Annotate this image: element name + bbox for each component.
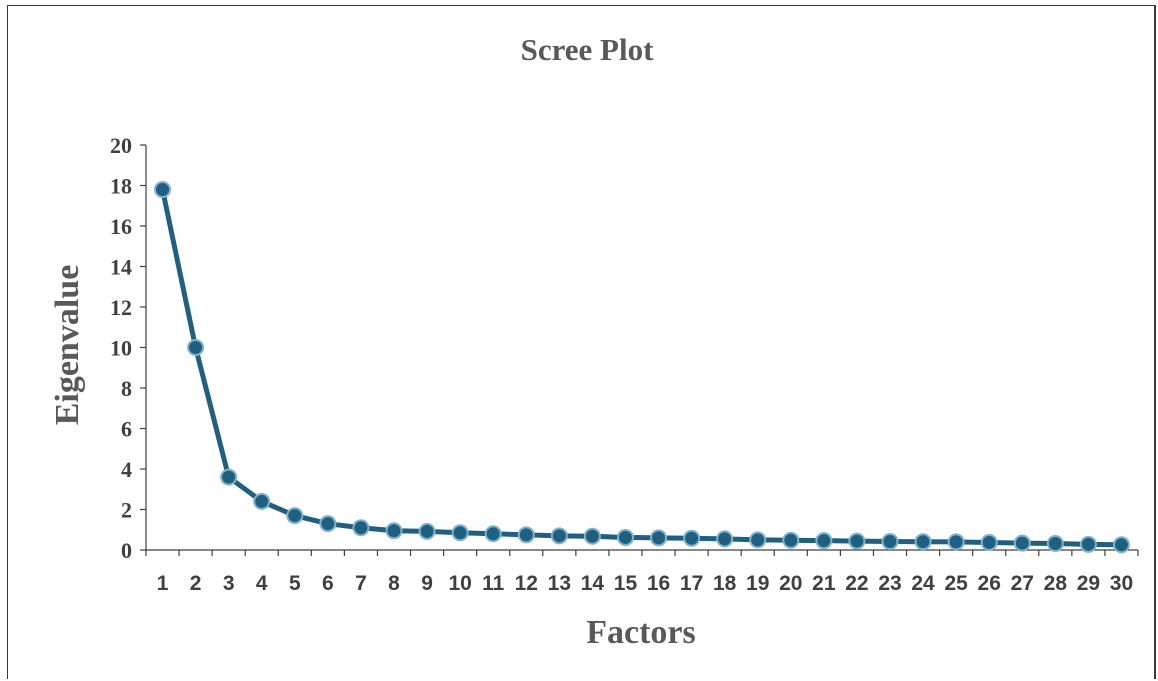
data-point bbox=[484, 525, 502, 543]
x-tick-label: 2 bbox=[190, 572, 202, 595]
x-tick-label: 12 bbox=[515, 572, 538, 595]
axes bbox=[140, 144, 1139, 556]
chart-title: Scree Plot bbox=[521, 32, 655, 67]
x-tick-label: 29 bbox=[1077, 572, 1100, 595]
data-point bbox=[319, 515, 337, 533]
data-point bbox=[517, 526, 535, 544]
x-tick-label: 8 bbox=[388, 572, 400, 595]
x-tick-label: 25 bbox=[944, 572, 968, 595]
data-point bbox=[782, 531, 800, 549]
y-tick-label: 10 bbox=[110, 336, 132, 361]
x-tick-label: 14 bbox=[581, 572, 605, 595]
x-tick-label: 19 bbox=[746, 572, 769, 595]
x-tick-label: 13 bbox=[548, 572, 571, 595]
y-tick-label: 4 bbox=[121, 457, 132, 482]
data-point bbox=[583, 527, 601, 545]
data-point bbox=[451, 524, 469, 542]
x-tick-label: 27 bbox=[1011, 572, 1034, 595]
data-point bbox=[385, 522, 403, 540]
x-tick-label: 7 bbox=[355, 572, 367, 595]
y-tick-label: 16 bbox=[110, 214, 132, 239]
x-tick-label: 6 bbox=[322, 572, 334, 595]
y-tick-label: 12 bbox=[110, 295, 132, 320]
y-tick-label: 2 bbox=[121, 498, 132, 523]
x-tick-label: 30 bbox=[1110, 572, 1133, 595]
data-point bbox=[980, 534, 998, 552]
chart-frame-right-edge bbox=[1154, 5, 1156, 679]
data-point bbox=[286, 507, 304, 525]
data-point bbox=[650, 529, 668, 547]
y-tick-label: 20 bbox=[110, 133, 132, 158]
data-point bbox=[253, 492, 271, 510]
y-tick-label: 18 bbox=[110, 174, 132, 199]
x-tick-label: 16 bbox=[647, 572, 670, 595]
x-tick-label: 28 bbox=[1044, 572, 1068, 595]
data-point bbox=[1079, 535, 1097, 553]
x-tick-label: 22 bbox=[845, 572, 868, 595]
data-point bbox=[1046, 535, 1064, 553]
x-tick-label: 4 bbox=[256, 572, 268, 595]
data-point bbox=[947, 533, 965, 551]
x-tick-label: 26 bbox=[978, 572, 1001, 595]
x-tick-label: 1 bbox=[157, 572, 169, 595]
y-tick-label: 0 bbox=[121, 538, 132, 563]
data-point bbox=[616, 528, 634, 546]
data-point bbox=[914, 533, 932, 551]
data-point bbox=[881, 532, 899, 550]
data-point bbox=[220, 468, 238, 486]
x-tick-label: 21 bbox=[812, 572, 836, 595]
x-tick-label: 20 bbox=[779, 572, 802, 595]
y-tick-label: 14 bbox=[110, 255, 132, 280]
data-point bbox=[848, 532, 866, 550]
x-tick-label: 11 bbox=[482, 572, 505, 595]
data-point bbox=[1112, 536, 1130, 554]
data-point bbox=[418, 522, 436, 540]
x-tick-label: 10 bbox=[448, 572, 471, 595]
data-point bbox=[1013, 534, 1031, 552]
data-point bbox=[352, 519, 370, 537]
x-tick-label: 5 bbox=[289, 572, 301, 595]
data-point bbox=[716, 530, 734, 548]
x-tick-label: 9 bbox=[421, 572, 433, 595]
data-point bbox=[815, 532, 833, 550]
data-point bbox=[683, 529, 701, 547]
data-point bbox=[749, 531, 767, 549]
y-axis-title: Eigenvalue bbox=[49, 265, 86, 426]
y-tick-label: 8 bbox=[121, 376, 132, 401]
x-axis-title: Factors bbox=[586, 614, 696, 651]
x-tick-label: 23 bbox=[878, 572, 901, 595]
x-tick-label: 18 bbox=[713, 572, 737, 595]
x-tick-label: 17 bbox=[680, 572, 703, 595]
data-point bbox=[550, 527, 568, 545]
x-tick-label: 24 bbox=[911, 572, 935, 595]
data-point bbox=[187, 339, 205, 356]
y-tick-label: 6 bbox=[121, 417, 132, 442]
series-line bbox=[160, 187, 1124, 548]
data-point bbox=[154, 181, 172, 199]
x-tick-label: 15 bbox=[614, 572, 638, 595]
series-layer bbox=[154, 181, 1130, 554]
x-tick-label: 3 bbox=[223, 572, 235, 595]
